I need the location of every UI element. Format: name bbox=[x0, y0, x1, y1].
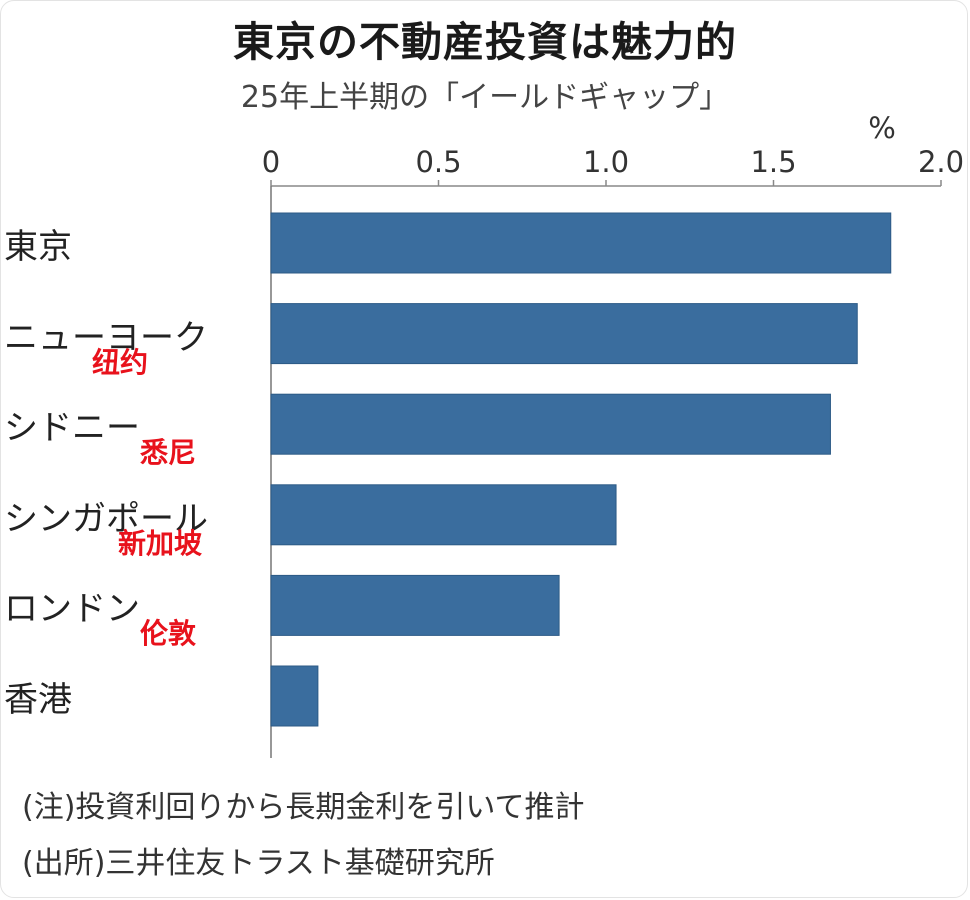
x-tick-label: 0 bbox=[262, 145, 280, 179]
category-label: ロンドン bbox=[4, 589, 140, 630]
bar bbox=[270, 484, 617, 546]
chart-title: 東京の不動産投資は魅力的 bbox=[233, 18, 737, 66]
category-label: シドニー bbox=[4, 408, 140, 449]
annotation-label: 新加坡 bbox=[118, 526, 203, 560]
annotation-label: 伦敦 bbox=[140, 617, 197, 651]
bar bbox=[270, 303, 858, 365]
category-label: ニューヨーク bbox=[4, 317, 208, 358]
annotation-label: 纽约 bbox=[92, 345, 149, 379]
x-tick-label: 1.0 bbox=[583, 145, 629, 179]
annotation-label: 悉尼 bbox=[140, 436, 197, 470]
x-tick-label: 2.0 bbox=[918, 145, 964, 179]
category-label: 東京 bbox=[4, 227, 72, 267]
chart-subtitle: 25年上半期の「イールドギャップ」 bbox=[240, 80, 730, 115]
unit-label: % bbox=[868, 111, 896, 145]
x-tick-label: 1.5 bbox=[750, 145, 796, 179]
note-text: (注)投資利回りから長期金利を引いて推計 bbox=[22, 790, 585, 825]
source-text: (出所)三井住友トラスト基礎研究所 bbox=[22, 846, 495, 881]
category-label: 香港 bbox=[4, 680, 72, 720]
bar bbox=[270, 212, 892, 274]
bar bbox=[270, 665, 319, 727]
category-label: シンガポール bbox=[4, 498, 208, 539]
bar bbox=[270, 574, 560, 636]
bar bbox=[270, 393, 831, 455]
x-tick-label: 0.5 bbox=[415, 145, 461, 179]
